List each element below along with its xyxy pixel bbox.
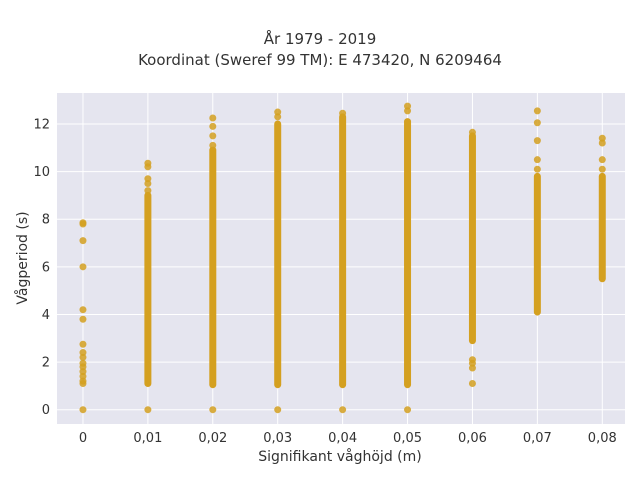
x-tick-label: 0,04 xyxy=(328,431,357,446)
chart-title: År 1979 - 2019 xyxy=(263,30,377,48)
x-tick-label: 0,08 xyxy=(588,431,617,446)
data-point xyxy=(79,315,87,323)
x-tick-label: 0 xyxy=(79,431,87,446)
data-point xyxy=(339,406,347,414)
data-point xyxy=(144,187,152,195)
y-tick-label: 2 xyxy=(42,356,50,371)
x-tick-label: 0,01 xyxy=(133,431,162,446)
data-point xyxy=(404,406,412,414)
chart-subtitle: Koordinat (Sweref 99 TM): E 473420, N 62… xyxy=(138,51,502,69)
y-tick-label: 6 xyxy=(42,260,50,275)
data-point xyxy=(274,113,282,121)
data-point xyxy=(79,340,87,348)
data-point xyxy=(209,141,217,149)
data-point xyxy=(79,353,87,361)
data-point xyxy=(144,163,152,171)
data-point xyxy=(533,165,541,173)
data-point xyxy=(468,380,476,388)
x-tick-label: 0,06 xyxy=(458,431,487,446)
data-point xyxy=(79,380,87,388)
data-point xyxy=(209,406,217,414)
data-point xyxy=(533,107,541,115)
data-point xyxy=(79,237,87,245)
data-point xyxy=(598,139,606,147)
data-point xyxy=(274,406,282,414)
x-tick-labels: 0 0,01 0,02 0,03 0,04 0,05 0,06 0,07 0,08 xyxy=(79,431,617,446)
data-point xyxy=(533,119,541,127)
data-point xyxy=(79,306,87,314)
data-point xyxy=(339,109,347,117)
data-points xyxy=(79,102,606,414)
y-tick-label: 0 xyxy=(42,403,50,418)
y-tick-label: 4 xyxy=(42,308,50,323)
data-point xyxy=(533,156,541,164)
data-point xyxy=(468,128,476,136)
data-point xyxy=(598,156,606,164)
x-tick-label: 0,02 xyxy=(198,431,227,446)
data-point xyxy=(144,406,152,414)
data-point xyxy=(144,179,152,187)
data-point xyxy=(533,137,541,145)
data-point xyxy=(404,107,412,115)
data-point xyxy=(79,263,87,271)
y-tick-labels: 0 2 4 6 8 10 12 xyxy=(33,117,50,418)
x-tick-label: 0,03 xyxy=(263,431,292,446)
y-tick-label: 12 xyxy=(33,117,50,132)
y-tick-label: 8 xyxy=(42,213,50,228)
data-point xyxy=(79,406,87,414)
data-point xyxy=(209,114,217,122)
data-point xyxy=(598,165,606,173)
y-tick-label: 10 xyxy=(33,165,50,180)
data-point xyxy=(468,364,476,372)
data-point xyxy=(209,122,217,130)
x-tick-label: 0,05 xyxy=(393,431,422,446)
y-axis-title: Vågperiod (s) xyxy=(14,211,31,304)
x-tick-label: 0,07 xyxy=(523,431,552,446)
x-axis-title: Signifikant våghöjd (m) xyxy=(258,448,421,465)
data-point xyxy=(79,220,87,228)
data-point xyxy=(209,132,217,140)
